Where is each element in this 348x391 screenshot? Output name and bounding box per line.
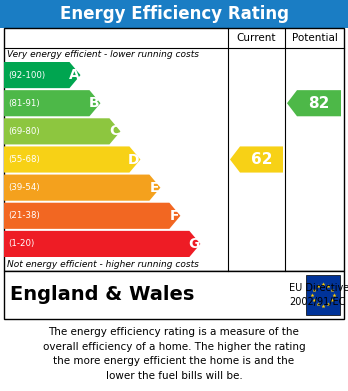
Text: (92-100): (92-100): [8, 70, 45, 80]
Bar: [306, 275, 340, 315]
Text: D: D: [128, 152, 140, 167]
Polygon shape: [4, 203, 180, 229]
Text: 62: 62: [251, 152, 272, 167]
Text: The energy efficiency rating is a measure of the
overall efficiency of a home. T: The energy efficiency rating is a measur…: [43, 327, 305, 380]
Text: Not energy efficient - higher running costs: Not energy efficient - higher running co…: [7, 260, 199, 269]
Polygon shape: [230, 146, 283, 172]
Text: (21-38): (21-38): [8, 211, 40, 220]
Polygon shape: [287, 90, 341, 116]
Text: (81-91): (81-91): [8, 99, 40, 108]
Text: Current: Current: [237, 33, 276, 43]
Polygon shape: [4, 62, 80, 88]
Text: Energy Efficiency Rating: Energy Efficiency Rating: [60, 5, 288, 23]
Text: F: F: [170, 209, 179, 223]
Bar: [4, 271, 344, 319]
Text: G: G: [188, 237, 199, 251]
Text: 82: 82: [308, 96, 330, 111]
Polygon shape: [4, 146, 141, 172]
Text: (1-20): (1-20): [8, 239, 34, 248]
Text: Very energy efficient - lower running costs: Very energy efficient - lower running co…: [7, 50, 199, 59]
Polygon shape: [4, 231, 200, 257]
Text: (69-80): (69-80): [8, 127, 40, 136]
Text: (55-68): (55-68): [8, 155, 40, 164]
Text: England & Wales: England & Wales: [10, 285, 195, 305]
Text: EU Directive
2002/91/EC: EU Directive 2002/91/EC: [289, 283, 348, 307]
Bar: [4, 28, 344, 271]
Polygon shape: [4, 118, 120, 144]
Text: Potential: Potential: [292, 33, 338, 43]
Text: (39-54): (39-54): [8, 183, 40, 192]
Polygon shape: [4, 174, 160, 201]
Text: E: E: [150, 181, 159, 195]
Bar: [0, 0, 348, 28]
Text: B: B: [89, 96, 100, 110]
Polygon shape: [4, 90, 101, 116]
Text: A: A: [69, 68, 79, 82]
Text: C: C: [109, 124, 119, 138]
